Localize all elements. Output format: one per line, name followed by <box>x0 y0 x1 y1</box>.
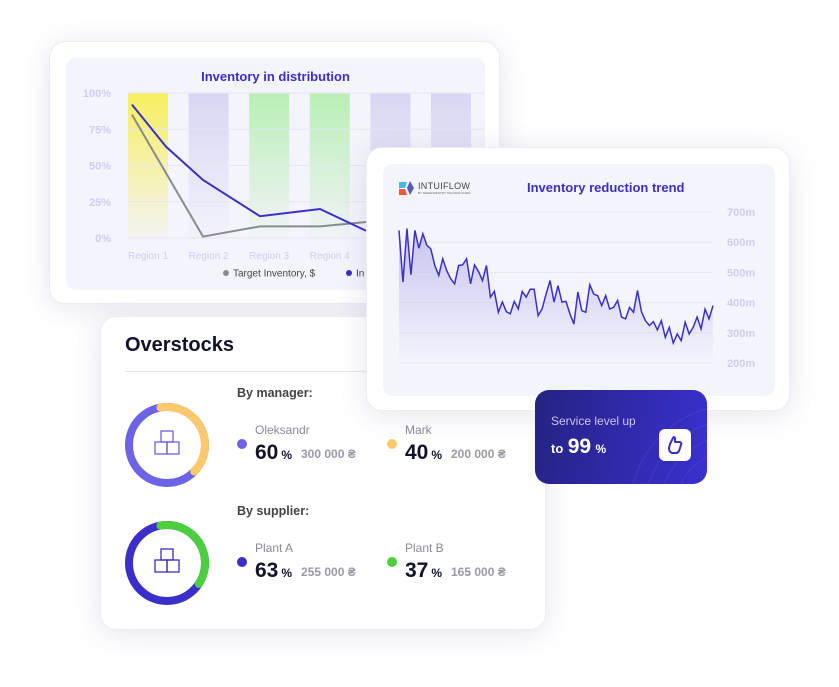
item-amount: 165 000 ₴ <box>451 565 506 579</box>
logo-icon <box>399 181 414 195</box>
item-name: Plant B <box>405 541 444 555</box>
legend-dot <box>237 557 247 567</box>
y-tick-label: 300m <box>727 328 755 340</box>
y-tick-label: 25% <box>89 197 111 209</box>
logo-text: INTUIFLOW <box>418 181 471 191</box>
y-tick-label: 50% <box>89 161 111 173</box>
trend-panel: INTUIFLOW BY DEMANDENTRY TECHNOLOGIES Inv… <box>383 164 775 396</box>
thumbs-up-icon <box>659 429 691 461</box>
x-tick-label: Region 2 <box>189 251 229 262</box>
legend-marker <box>223 270 229 276</box>
item-name: Oleksandr <box>255 423 310 437</box>
y-tick-label: 0% <box>95 233 111 245</box>
item-percent: 40% <box>405 441 443 464</box>
y-tick-label: 600m <box>727 237 755 249</box>
item-percent: 60% <box>255 441 293 464</box>
x-tick-label: Region 1 <box>128 251 168 262</box>
badge-unit: % <box>595 442 607 456</box>
legend-label: In <box>356 269 364 280</box>
by-supplier-label: By supplier: <box>237 504 310 518</box>
y-tick-label: 500m <box>727 267 755 279</box>
donut-charts <box>125 403 209 605</box>
donut-segment <box>125 521 209 605</box>
legend-dot <box>387 439 397 449</box>
y-tick-label: 700m <box>727 207 755 219</box>
badge-number: 99 <box>567 435 592 458</box>
item-amount: 200 000 ₴ <box>451 447 506 461</box>
overstocks-title: Overstocks <box>125 334 234 356</box>
badge-value: to 99 % <box>551 435 606 459</box>
series-line <box>131 103 367 232</box>
reduction-trend-card: INTUIFLOW BY DEMANDENTRY TECHNOLOGIES Inv… <box>366 147 790 411</box>
trend-title: Inventory reduction trend <box>527 180 685 195</box>
boxes-icon <box>154 548 180 573</box>
item-amount: 255 000 ₴ <box>301 565 356 579</box>
legend-label: Target Inventory, $ <box>233 269 316 280</box>
boxes-icon <box>154 430 180 455</box>
y-tick-label: 200m <box>727 358 755 370</box>
item-percent: 37% <box>405 559 443 582</box>
badge-prefix: to <box>551 441 564 456</box>
trend-chart: 700m 600m 500m 400m 300m 200m <box>398 207 755 370</box>
by-manager-label: By manager: <box>237 386 313 400</box>
divider <box>125 371 385 372</box>
intuiflow-logo: INTUIFLOW BY DEMANDENTRY TECHNOLOGIES <box>399 180 470 196</box>
series-line <box>131 114 382 238</box>
x-tick-label: Region 4 <box>310 251 350 262</box>
x-tick-label: Region 3 <box>249 251 289 262</box>
legend-dot <box>387 557 397 567</box>
item-name: Plant A <box>255 541 294 555</box>
y-tick-label: 100% <box>83 88 111 100</box>
y-tick-label: 75% <box>89 124 111 136</box>
y-tick-label: 400m <box>727 298 755 310</box>
legend-marker <box>346 270 352 276</box>
item-percent: 63% <box>255 559 293 582</box>
donut-segment <box>125 403 209 487</box>
distribution-title: Inventory in distribution <box>201 69 350 84</box>
badge-line1: Service level up <box>551 414 636 428</box>
trend-line <box>398 228 714 346</box>
item-name: Mark <box>405 423 432 437</box>
item-amount: 300 000 ₴ <box>301 447 356 461</box>
legend-dot <box>237 439 247 449</box>
logo-subtext: BY DEMANDENTRY TECHNOLOGIES <box>418 191 471 195</box>
service-level-badge: Service level up to 99 % <box>535 390 707 484</box>
